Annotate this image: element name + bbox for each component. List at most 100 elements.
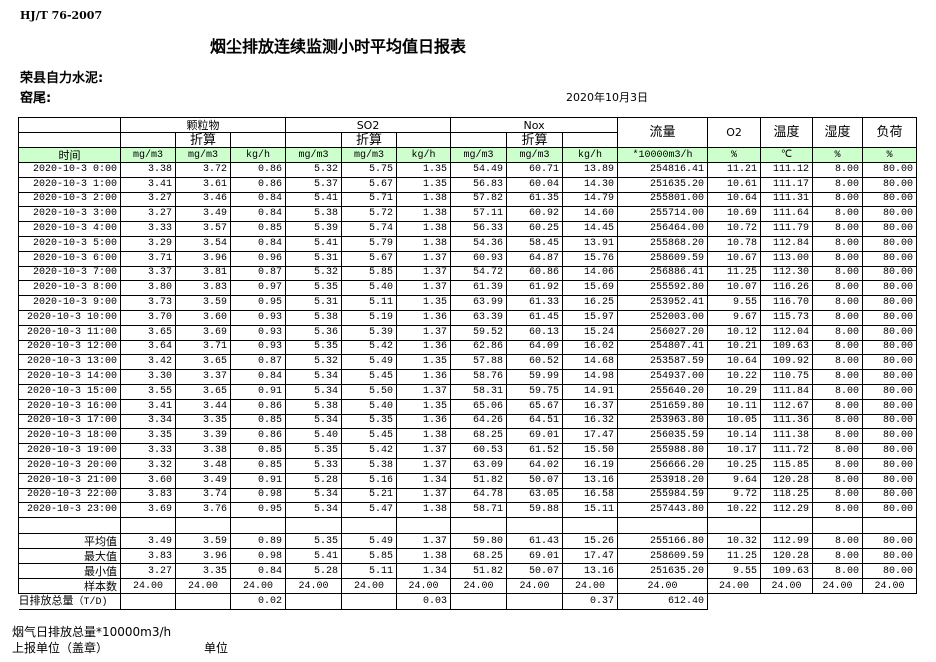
value-cell: 112.29	[760, 502, 814, 519]
table-row: 2020-10-3 23:00 3.69 3.76 0.95 5.34 5.47 1.38 5…	[18, 502, 918, 519]
value-cell: 111.79	[760, 221, 814, 237]
value-cell: 0.85	[229, 443, 287, 459]
value-cell: 56.33	[450, 221, 508, 237]
value-cell: 1.37	[396, 457, 452, 474]
value-cell: 0.87	[229, 354, 287, 371]
daily-total-value: 0.37	[562, 593, 619, 611]
value-cell: 80.00	[862, 324, 918, 341]
value-cell: 115.85	[760, 457, 814, 474]
value-cell: 111.38	[760, 428, 814, 445]
value-cell: 3.73	[120, 295, 176, 311]
value-cell: 13.16	[562, 472, 619, 489]
value-cell: 50.07	[506, 472, 564, 489]
value-cell: 61.39	[450, 280, 508, 297]
value-cell: 5.39	[341, 324, 398, 341]
standard-code: HJ/T 76-2007	[20, 9, 103, 22]
time-cell: 2020-10-3 21:00	[18, 472, 121, 489]
time-cell: 2020-10-3 20:00	[18, 457, 121, 474]
summary-value: 3.49	[120, 533, 176, 550]
summary-value: 10.32	[707, 533, 762, 550]
summary-value: 13.16	[562, 563, 619, 580]
value-cell: 13.89	[562, 162, 619, 178]
value-cell: 8.00	[812, 250, 864, 267]
empty-cell	[18, 517, 121, 535]
time-cell: 2020-10-3 18:00	[18, 428, 121, 445]
column-flow: 流量	[617, 117, 709, 148]
value-cell: 80.00	[862, 162, 918, 178]
table-row: 2020-10-3 2:00 3.27 3.46 0.84 5.41 5.71 1.38 57…	[18, 191, 918, 208]
value-cell: 10.12	[707, 324, 762, 341]
value-cell: 256886.41	[617, 265, 709, 282]
value-cell: 3.65	[120, 324, 176, 341]
value-cell: 16.37	[562, 398, 619, 415]
time-cell: 2020-10-3 0:00	[18, 162, 121, 178]
unit-cell: mg/m3	[120, 147, 176, 163]
value-cell: 3.27	[120, 206, 176, 223]
empty-cell	[707, 517, 762, 535]
table-row: 2020-10-3 4:00 3.33 3.57 0.85 5.39 5.74 1.38 56…	[18, 221, 918, 237]
value-cell: 255801.00	[617, 191, 709, 208]
summary-value: 3.83	[120, 548, 176, 565]
value-cell: 11.21	[707, 162, 762, 178]
value-cell: 0.95	[229, 295, 287, 311]
value-cell: 10.61	[707, 176, 762, 193]
unit-cell: ℃	[760, 147, 814, 163]
value-cell: 64.78	[450, 487, 508, 504]
value-cell: 65.67	[506, 398, 564, 415]
daily-total-value	[120, 593, 176, 611]
table-row: 2020-10-3 9:00 3.73 3.59 0.95 5.31 5.11 1.35 63…	[18, 295, 918, 311]
summary-value: 17.47	[562, 548, 619, 565]
value-cell: 5.42	[341, 443, 398, 459]
summary-value: 61.43	[506, 533, 564, 550]
table-row: 2020-10-3 17:00 3.34 3.35 0.85 5.34 5.35 1.36 6…	[18, 413, 918, 430]
value-cell: 8.00	[812, 398, 864, 415]
value-cell: 254937.00	[617, 369, 709, 385]
value-cell: 1.36	[396, 339, 452, 356]
summary-row: 最大值 3.83 3.96 0.98 5.41 5.85 1.38 68.25 69.01 17.…	[18, 548, 918, 565]
value-cell: 64.02	[506, 457, 564, 474]
value-cell: 15.50	[562, 443, 619, 459]
value-cell: 5.16	[341, 472, 398, 489]
unit-cell: kg/h	[562, 147, 619, 163]
value-cell: 64.51	[506, 413, 564, 430]
table-row: 2020-10-3 18:00 3.35 3.39 0.86 5.40 5.45 1.38 6…	[18, 428, 918, 445]
value-cell: 255714.00	[617, 206, 709, 223]
empty-cell	[175, 517, 231, 535]
value-cell: 5.38	[285, 309, 343, 326]
value-cell: 5.39	[285, 221, 343, 237]
value-cell: 5.21	[341, 487, 398, 504]
value-cell: 8.00	[812, 280, 864, 297]
value-cell: 1.38	[396, 502, 452, 519]
value-cell: 111.36	[760, 413, 814, 430]
daily-total-row: 日排放总量（T/D) 0.02 0.03 0.37 612.40	[18, 593, 917, 611]
value-cell: 3.30	[120, 369, 176, 385]
table-row: 2020-10-3 15:00 3.55 3.65 0.91 5.34 5.50 1.37 5…	[18, 383, 918, 400]
value-cell: 253952.41	[617, 295, 709, 311]
value-cell: 58.76	[450, 369, 508, 385]
value-cell: 61.33	[506, 295, 564, 311]
table-row: 2020-10-3 10:00 3.70 3.60 0.93 5.38 5.19 1.36 6…	[18, 309, 918, 326]
value-cell: 5.32	[285, 354, 343, 371]
summary-value: 80.00	[862, 533, 918, 550]
empty-cell	[812, 593, 863, 610]
value-cell: 10.11	[707, 398, 762, 415]
value-cell: 1.38	[396, 428, 452, 445]
value-cell: 3.74	[175, 487, 231, 504]
value-cell: 80.00	[862, 369, 918, 385]
value-cell: 3.81	[175, 265, 231, 282]
value-cell: 258609.59	[617, 250, 709, 267]
value-cell: 8.00	[812, 176, 864, 193]
value-cell: 0.84	[229, 191, 287, 208]
value-cell: 5.37	[285, 176, 343, 193]
value-cell: 256666.20	[617, 457, 709, 474]
value-cell: 64.09	[506, 339, 564, 356]
reporting-unit-label: 上报单位（盖章）	[12, 641, 109, 655]
value-cell: 3.69	[120, 502, 176, 519]
empty-cell	[341, 517, 398, 535]
summary-value: 255166.80	[617, 533, 709, 550]
daily-total-value: 612.40	[617, 593, 709, 611]
value-cell: 3.48	[175, 457, 231, 474]
value-cell: 16.25	[562, 295, 619, 311]
value-cell: 112.30	[760, 265, 814, 282]
value-cell: 60.25	[506, 221, 564, 237]
